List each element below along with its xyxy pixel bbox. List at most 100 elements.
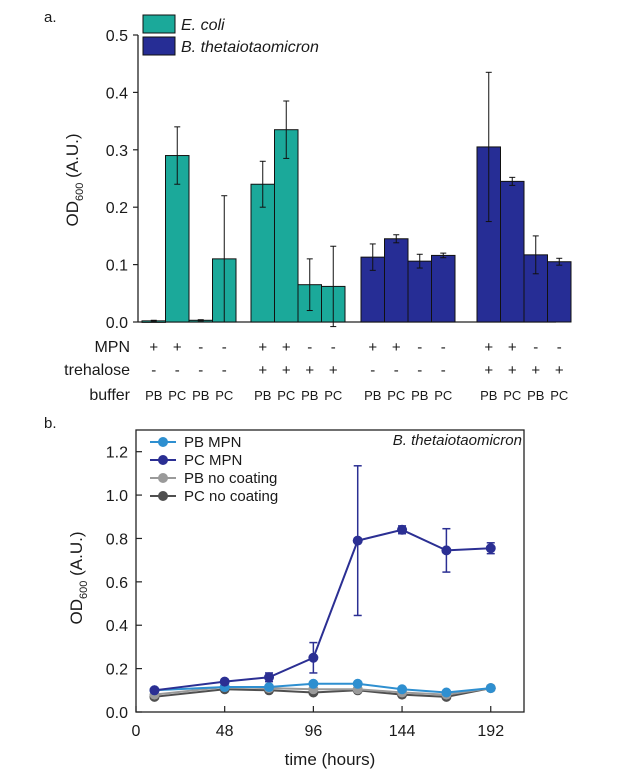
legend-label: E. coli [181,17,225,34]
panel-b-x-axis-label: time (hours) [285,750,376,769]
legend-marker [158,491,168,501]
legend-swatch [142,14,176,34]
panel-b-y-tick-label: 1.2 [106,445,128,462]
data-point [441,687,452,698]
series-line [154,528,491,692]
data-point [397,524,408,535]
buffer-label: PB [480,388,497,403]
legend-marker [158,437,168,447]
mpn-sign: - [441,339,446,356]
panel-a-legend: E. coli B. thetaiotaomicron [142,14,319,56]
trehalose-sign: + [484,362,493,379]
panel-b-y-tick-label: 1.0 [106,488,128,505]
trehalose-sign: + [555,362,564,379]
panel-b-y-tick-label: 0.6 [106,575,128,592]
trehalose-sign: - [370,362,375,379]
buffer-label: PC [324,388,342,403]
panel-b-label: b. [44,415,57,432]
data-point [485,683,496,694]
panel-a-condition-rows: MPNtrehalosebuffer+-PB+-PC--PB--PC++PB++… [64,339,568,404]
panel-b-y-tick-label: 0.8 [106,531,128,548]
buffer-label: PC [503,388,521,403]
trehalose-sign: - [198,362,203,379]
trehalose-sign: - [417,362,422,379]
mpn-sign: - [417,339,422,356]
panel-b-series [149,465,496,702]
trehalose-sign: - [222,362,227,379]
buffer-label: PB [301,388,318,403]
row-label-MPN: MPN [94,339,130,356]
panel-b-y-tick-label: 0.4 [106,618,128,635]
panel-b-annotation: B. thetaiotaomicron [393,432,522,449]
legend-label: PC MPN [184,452,242,469]
trehalose-sign: + [329,362,338,379]
trehalose-sign: + [282,362,291,379]
mpn-sign: - [557,339,562,356]
bar [547,261,572,323]
panel-a-y-tick-label: 0.0 [106,315,128,332]
legend-label: PB MPN [184,434,242,451]
panel-a-y-tick-label: 0.3 [106,143,128,160]
trehalose-sign: + [258,362,267,379]
row-label-trehalose: trehalose [64,362,130,379]
mpn-sign: + [149,339,158,356]
mpn-sign: - [533,339,538,356]
mpn-sign: - [198,339,203,356]
bar [431,254,456,323]
panel-b-x-tick-label: 96 [304,723,322,740]
panel-b-x-tick-label: 144 [389,723,416,740]
buffer-label: PB [527,388,544,403]
trehalose-sign: - [175,362,180,379]
buffer-label: PC [215,388,233,403]
trehalose-sign: + [531,362,540,379]
row-label-buffer: buffer [89,387,130,404]
mpn-sign: + [173,339,182,356]
panel-b-x-tick-label: 192 [477,723,504,740]
panel-a-bars [141,71,572,328]
buffer-label: PB [364,388,381,403]
buffer-label: PB [411,388,428,403]
panel-b-x-tick-label: 0 [132,723,141,740]
panel-a-y-tick-label: 0.5 [106,28,128,45]
mpn-sign: + [392,339,401,356]
mpn-sign: - [222,339,227,356]
panel-b-axes: 0 48 96 144 192 0.0 0.2 0.4 0.6 0.8 1.0 1.2 [106,429,525,740]
mpn-sign: + [484,339,493,356]
data-point [352,535,363,546]
legend-label: PC no coating [184,488,278,505]
data-point [441,545,452,556]
legend-marker [158,473,168,483]
panel-b-y-axis-label: OD600 (A.U.) [67,532,90,625]
panel-a-y-tick-label: 0.4 [106,85,128,102]
mpn-sign: - [331,339,336,356]
legend-swatch [142,36,176,56]
buffer-label: PB [254,388,271,403]
legend-label: B. thetaiotaomicron [181,39,319,56]
mpn-sign: + [368,339,377,356]
buffer-label: PC [550,388,568,403]
legend-label: PB no coating [184,470,277,487]
buffer-label: PC [434,388,452,403]
mpn-sign: + [508,339,517,356]
data-point [264,682,275,693]
data-point [264,672,275,683]
panel-b: b. OD600 (A.U.) time (hours) B. thetaiot… [44,415,525,769]
buffer-label: PC [387,388,405,403]
bar [500,180,525,323]
panel-a-y-tick-label: 0.1 [106,258,128,275]
data-point [485,543,496,554]
buffer-label: PB [192,388,209,403]
trehalose-sign: - [151,362,156,379]
trehalose-sign: + [305,362,314,379]
trehalose-sign: + [508,362,517,379]
legend-marker [158,455,168,465]
panel-b-y-tick-label: 0.0 [106,705,128,722]
panel-b-x-tick-label: 48 [216,723,234,740]
trehalose-sign: - [394,362,399,379]
data-point [352,678,363,689]
mpn-sign: + [258,339,267,356]
trehalose-sign: - [441,362,446,379]
series-line [154,687,491,698]
mpn-sign: + [282,339,291,356]
